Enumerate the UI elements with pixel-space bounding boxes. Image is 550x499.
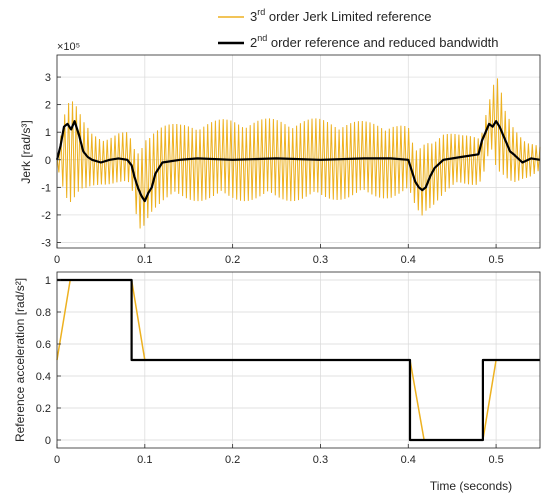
acceleration-axes-box [56,271,541,449]
acceleration-x-tick-label: 0.5 [488,454,503,466]
jerk-y-axis-label: Jerk [rad/s³] [19,120,33,183]
acceleration-y-tick-label: 0.4 [36,371,51,383]
jerk-y-tick-label: -2 [41,210,51,222]
acceleration-y-tick-label: 0.2 [36,403,51,415]
jerk-ticks: 0 0.1 0.2 0.3 0.4 0.5 -3 -2 -1 0 1 2 3 [41,72,504,266]
jerk-axes-box [56,54,541,249]
jerk-x-tick-label: 0.3 [313,254,328,266]
jerk-x-tick-label: 0 [54,254,60,266]
jerk-x-tick-label: 0.5 [488,254,503,266]
acceleration-panel: 0 0.1 0.2 0.3 0.4 0.5 0 0.2 0.4 0.6 0.8 1 Reference… [13,271,541,493]
jerk-series [55,78,541,229]
legend: 3rd order Jerk Limited reference 2nd ord… [218,7,499,50]
legend-label-reduced-bandwidth: 2nd order reference and reduced bandwidt… [250,33,499,50]
jerk-y-tick-label: -1 [41,182,51,194]
acceleration-x-tick-label: 0.2 [225,454,240,466]
acceleration-series-reduced-bandwidth [57,278,540,442]
acceleration-y-axis-label: Reference acceleration [rad/s²] [13,278,27,442]
jerk-x-tick-label: 0.2 [225,254,240,266]
acceleration-y-tick-label: 0.6 [36,339,51,351]
acceleration-x-tick-label: 0.3 [313,454,328,466]
jerk-y-tick-label: 2 [45,100,51,112]
acceleration-x-tick-label: 0 [54,454,60,466]
jerk-y-tick-label: 3 [45,72,51,84]
jerk-y-tick-label: 0 [45,155,51,167]
acceleration-series [56,278,540,442]
acceleration-y-tick-label: 1 [45,275,51,287]
jerk-y-tick-label: -3 [41,237,51,249]
acceleration-y-tick-label: 0 [45,435,51,447]
jerk-x-tick-label: 0.1 [137,254,152,266]
legend-label-jerk-limited: 3rd order Jerk Limited reference [250,7,431,24]
acceleration-ticks: 0 0.1 0.2 0.3 0.4 0.5 0 0.2 0.4 0.6 0.8 1 [36,275,504,466]
jerk-y-multiplier: ×10⁵ [57,41,80,53]
jerk-y-tick-label: 1 [45,127,51,139]
jerk-x-tick-label: 0.4 [401,254,416,266]
acceleration-x-tick-label: 0.4 [401,454,416,466]
acceleration-y-tick-label: 0.8 [36,307,51,319]
x-axis-label: Time (seconds) [430,479,512,493]
jerk-series-jerk-limited [56,78,541,229]
jerk-series-reduced-bandwidth [55,120,541,203]
acceleration-x-tick-label: 0.1 [137,454,152,466]
jerk-panel: 0 0.1 0.2 0.3 0.4 0.5 -3 -2 -1 0 1 2 3 ×10⁵ Jerk [ra… [19,41,541,266]
